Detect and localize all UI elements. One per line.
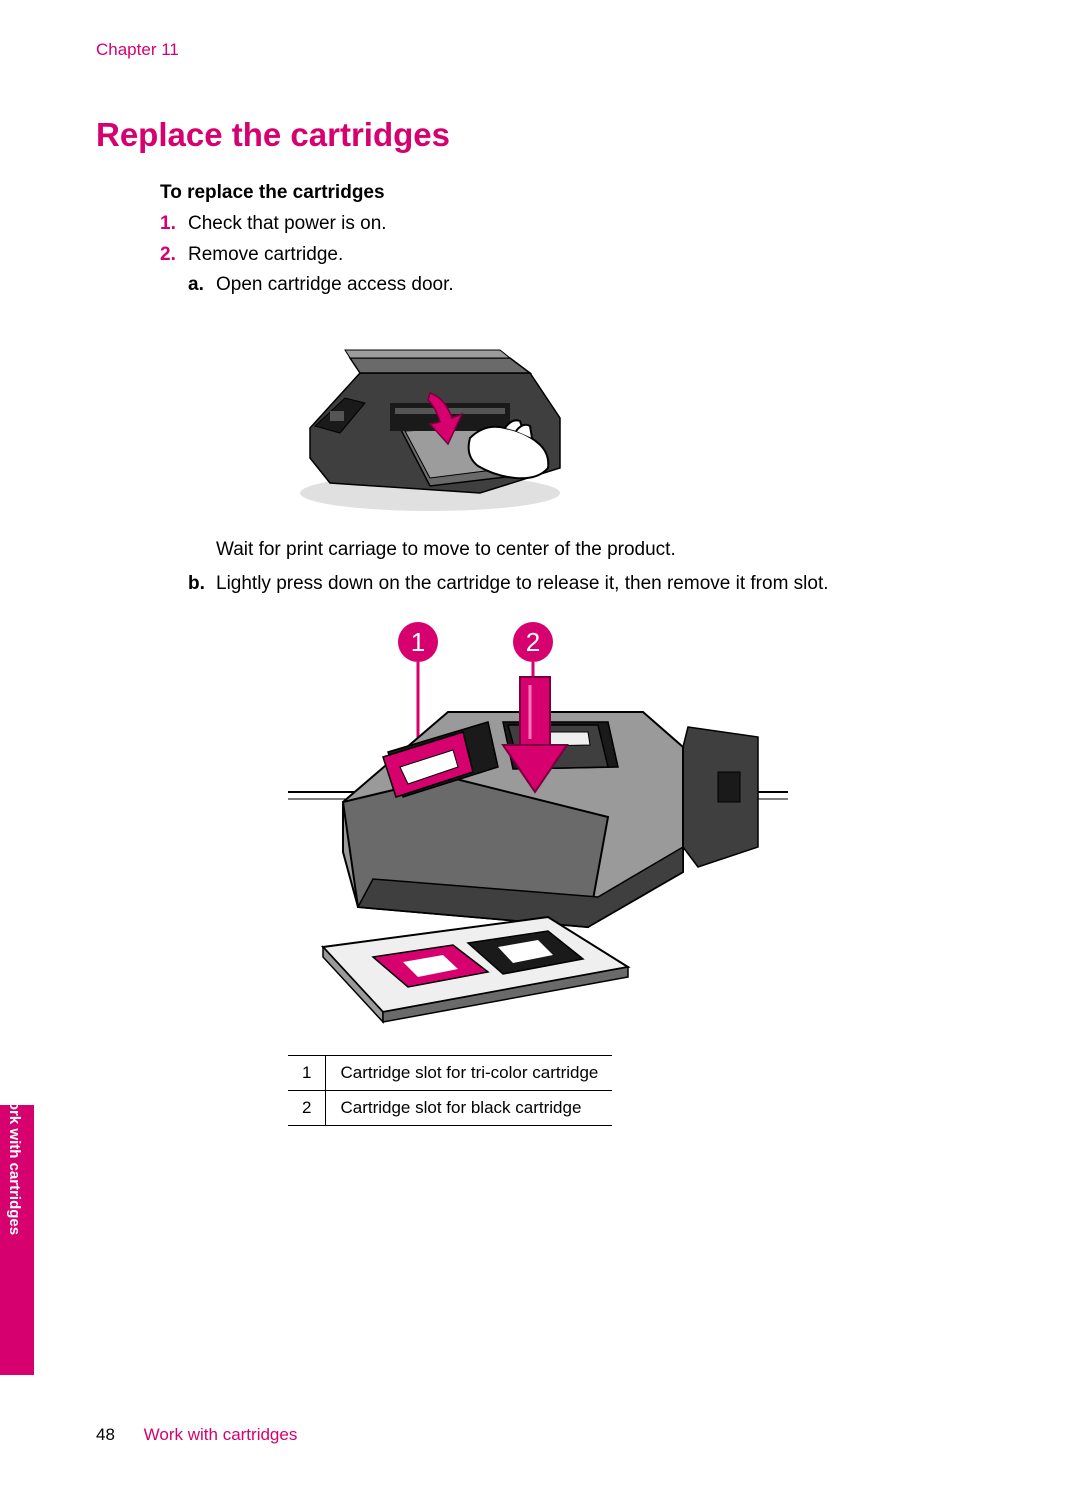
step-1-text: Check that power is on. [188,210,387,239]
step-2: 2. Remove cartridge. [160,241,984,270]
content-block: To replace the cartridges 1. Check that … [160,182,984,1126]
step-2-text: Remove cartridge. [188,241,343,270]
svg-text:2: 2 [526,627,540,657]
figure-open-door [280,318,984,518]
svg-text:1: 1 [411,627,425,657]
table-row: 1 Cartridge slot for tri-color cartridge [288,1055,612,1090]
legend-1-text: Cartridge slot for tri-color cartridge [326,1055,612,1090]
wait-text: Wait for print carriage to move to cente… [216,536,984,565]
step-1-number: 1. [160,210,188,239]
step-2a: a. Open cartridge access door. [188,271,984,300]
step-2a-letter: a. [188,271,216,300]
legend-2-num: 2 [288,1090,326,1125]
footer-section: Work with cartridges [144,1425,298,1444]
page-number: 48 [96,1425,115,1444]
step-1: 1. Check that power is on. [160,210,984,239]
step-2b-text: Lightly press down on the cartridge to r… [216,570,829,599]
legend-1-num: 1 [288,1055,326,1090]
section-title: Replace the cartridges [96,116,984,154]
printer-open-door-icon [280,318,580,518]
legend-2-text: Cartridge slot for black cartridge [326,1090,612,1125]
side-tab-label: Work with cartridges [6,1087,23,1235]
page-footer: 48 Work with cartridges [96,1425,297,1445]
cartridge-slots-icon: 1 2 [288,617,788,1037]
step-2a-text: Open cartridge access door. [216,271,454,300]
sub-heading: To replace the cartridges [160,182,984,204]
figure-cartridge-slots: 1 2 [288,617,984,1037]
step-2-number: 2. [160,241,188,270]
chapter-header: Chapter 11 [96,40,984,60]
step-2b-letter: b. [188,570,216,599]
legend-table: 1 Cartridge slot for tri-color cartridge… [288,1055,612,1126]
step-2b: b. Lightly press down on the cartridge t… [188,570,984,599]
table-row: 2 Cartridge slot for black cartridge [288,1090,612,1125]
